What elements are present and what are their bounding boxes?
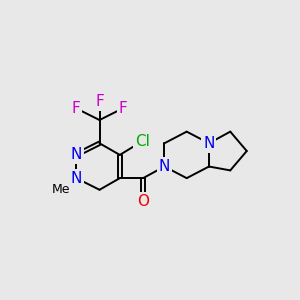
Text: N: N bbox=[159, 159, 170, 174]
Text: Cl: Cl bbox=[135, 134, 150, 149]
Text: N: N bbox=[70, 171, 82, 186]
Text: F: F bbox=[72, 101, 81, 116]
Text: N: N bbox=[203, 136, 215, 151]
Text: O: O bbox=[137, 194, 149, 209]
Text: Me: Me bbox=[52, 183, 70, 196]
Text: N: N bbox=[70, 147, 82, 162]
Text: F: F bbox=[95, 94, 104, 109]
Text: F: F bbox=[118, 101, 127, 116]
